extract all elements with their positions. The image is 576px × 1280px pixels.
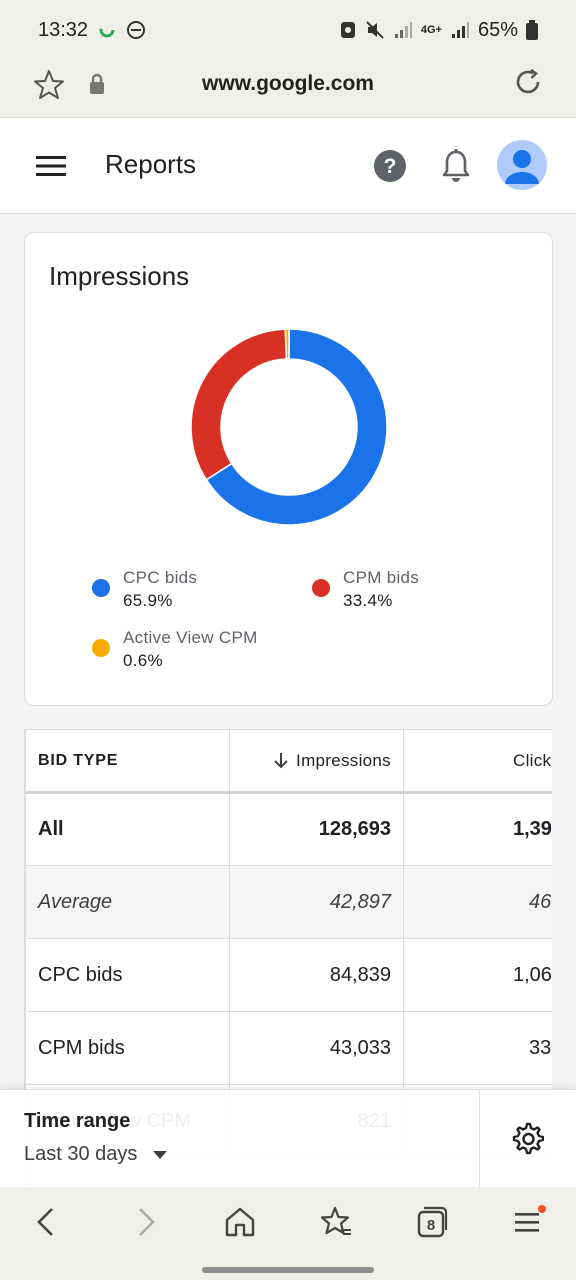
legend-label: Active View CPM	[123, 628, 258, 647]
divider	[479, 1090, 480, 1188]
donut-slice-active-view-cpm[interactable]	[284, 328, 290, 360]
home-icon[interactable]	[223, 1205, 257, 1239]
time-range-dropdown[interactable]: Last 30 days	[24, 1143, 138, 1165]
status-bar: 13:32 4G+ 65%	[0, 0, 576, 60]
browser-menu-icon[interactable]	[512, 1205, 546, 1239]
reload-icon[interactable]	[512, 66, 544, 98]
cell-clicks: 46	[403, 865, 552, 939]
table-row[interactable]: Average 42,897 46	[25, 865, 552, 939]
do-not-disturb-icon	[127, 21, 146, 39]
legend-value: 65.9%	[123, 591, 173, 610]
cell-clicks: 1,06	[403, 938, 552, 1012]
impressions-card: Impressions CPC bids 65.9% CPM bids 33.4…	[24, 232, 553, 706]
bookmark-star-icon[interactable]	[32, 68, 66, 102]
impressions-donut-chart	[190, 328, 388, 526]
cell-clicks: 33	[403, 1011, 552, 1085]
screenshot-icon	[340, 22, 355, 38]
help-icon[interactable]: ?	[373, 149, 407, 183]
card-title: Impressions	[49, 261, 190, 291]
cell-bid-type: Average	[25, 865, 230, 939]
signal-icon-2	[451, 22, 469, 38]
battery-icon	[526, 20, 538, 40]
account-avatar[interactable]	[497, 140, 547, 190]
sort-descending-icon	[274, 752, 288, 768]
table-row[interactable]: CPM bids 43,033 33	[25, 1011, 552, 1085]
column-header-label: Impressions	[296, 750, 391, 770]
notifications-bell-icon[interactable]	[440, 148, 472, 184]
dropdown-caret-icon[interactable]	[152, 1150, 168, 1160]
legend-value: 0.6%	[123, 651, 163, 670]
settings-gear-icon[interactable]	[510, 1122, 544, 1156]
cell-bid-type: All	[25, 792, 230, 866]
legend-dot-active-view	[92, 639, 110, 657]
page-title: Reports	[105, 149, 197, 179]
app-notification-icon	[99, 22, 115, 38]
cell-bid-type: CPC bids	[25, 938, 230, 1012]
column-header-impressions[interactable]: Impressions	[229, 729, 404, 794]
forward-icon[interactable]	[128, 1205, 162, 1239]
legend-label: CPC bids	[123, 568, 198, 587]
home-indicator[interactable]	[202, 1267, 374, 1273]
legend-item-cpm-bids: CPM bids 33.4%	[312, 567, 419, 613]
time-range-label: Time range	[24, 1110, 131, 1132]
network-type: 4G+	[420, 24, 442, 36]
avatar-person-icon	[505, 150, 539, 184]
url-text[interactable]: www.google.com	[202, 72, 374, 95]
status-time: 13:32	[38, 18, 89, 41]
column-header-bid-type[interactable]: BID TYPE	[25, 729, 230, 794]
tab-count: 8	[427, 1217, 435, 1234]
donut-slice-cpc-bids[interactable]	[205, 328, 388, 526]
legend-item-active-view-cpm: Active View CPM 0.6%	[92, 627, 258, 673]
table-row[interactable]: CPC bids 84,839 1,06	[25, 938, 552, 1012]
legend-value: 33.4%	[343, 591, 393, 610]
column-header-clicks[interactable]: Click	[403, 729, 552, 794]
donut-slice-cpm-bids[interactable]	[190, 328, 288, 481]
menu-icon[interactable]	[36, 154, 66, 178]
cell-impressions: 84,839	[229, 938, 404, 1012]
svg-text:?: ?	[384, 155, 397, 178]
legend-item-cpc-bids: CPC bids 65.9%	[92, 567, 197, 613]
table-row[interactable]: All 128,693 1,39	[25, 792, 552, 866]
legend-label: CPM bids	[343, 568, 420, 587]
signal-icon	[394, 22, 412, 38]
app-header: Reports ?	[0, 118, 576, 214]
cell-clicks: 1,39	[403, 792, 552, 866]
mute-icon	[366, 21, 384, 39]
time-range-panel: Time range Last 30 days	[0, 1089, 576, 1188]
legend-dot-cpm	[312, 579, 330, 597]
table-header-row: BID TYPE Impressions Click	[25, 729, 552, 794]
browser-bottom-nav: 8	[0, 1187, 576, 1280]
back-icon[interactable]	[30, 1205, 64, 1239]
legend-dot-cpc	[92, 579, 110, 597]
cell-impressions: 42,897	[229, 865, 404, 939]
lock-icon[interactable]	[87, 72, 107, 96]
battery-level: 65%	[477, 18, 518, 41]
cell-bid-type: CPM bids	[25, 1011, 230, 1085]
tabs-icon[interactable]: 8	[415, 1205, 449, 1239]
cell-impressions: 43,033	[229, 1011, 404, 1085]
browser-url-bar: www.google.com	[0, 60, 576, 118]
cell-impressions: 128,693	[229, 792, 404, 866]
bookmarks-icon[interactable]	[319, 1205, 353, 1239]
